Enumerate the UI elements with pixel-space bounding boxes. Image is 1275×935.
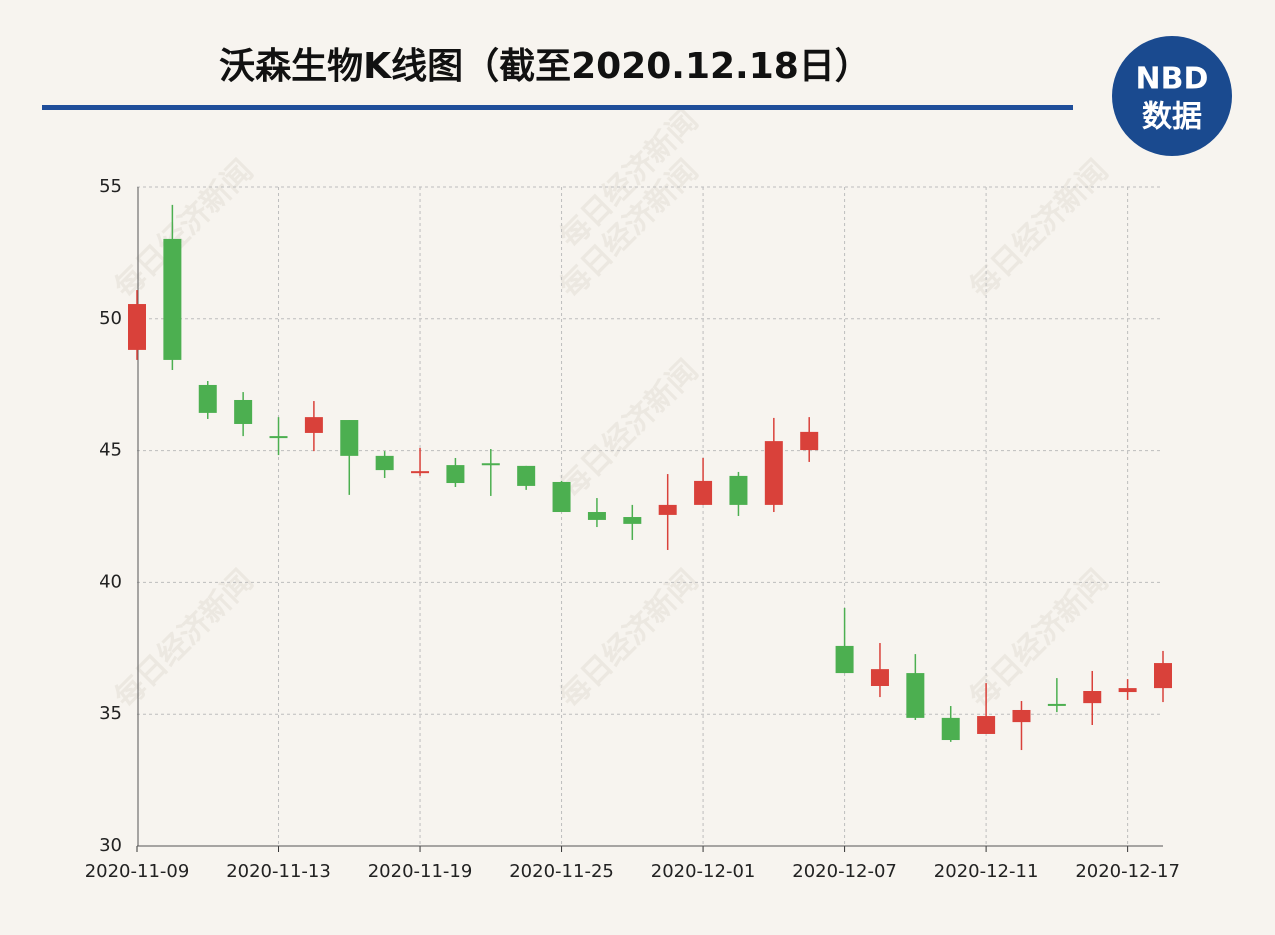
candle-body bbox=[340, 420, 359, 456]
x-tick-label: 2020-11-13 bbox=[226, 861, 331, 882]
candle-body bbox=[941, 717, 960, 741]
x-tick-label: 2020-11-19 bbox=[368, 861, 473, 882]
candle-body bbox=[552, 481, 571, 513]
logo bbox=[1112, 36, 1232, 156]
candle-body bbox=[1154, 663, 1172, 689]
candle-body bbox=[906, 673, 925, 718]
candle-body bbox=[729, 475, 748, 505]
y-tick-label: 45 bbox=[99, 440, 122, 461]
candle-body bbox=[835, 645, 854, 674]
candle-body bbox=[764, 441, 783, 505]
chart-title: 沃森生物K线图（截至2020.12.18日） bbox=[219, 46, 871, 87]
candle-body bbox=[977, 716, 996, 734]
candle-body bbox=[269, 436, 288, 439]
y-tick-label: 40 bbox=[99, 571, 122, 592]
candle-body bbox=[375, 455, 394, 471]
candle-body bbox=[1118, 688, 1137, 693]
x-tick-label: 2020-12-01 bbox=[651, 861, 756, 882]
candle-body bbox=[446, 465, 465, 484]
candle-body bbox=[128, 304, 146, 350]
x-tick-label: 2020-12-11 bbox=[934, 861, 1039, 882]
logo-bottom: 数据 bbox=[1142, 100, 1202, 135]
y-tick-label: 50 bbox=[99, 308, 122, 329]
y-tick-label: 55 bbox=[99, 176, 122, 197]
candle-body bbox=[623, 517, 642, 524]
title-rule bbox=[42, 105, 1073, 110]
candle-body bbox=[800, 431, 819, 451]
x-tick-label: 2020-12-07 bbox=[792, 861, 897, 882]
x-tick-label: 2020-12-17 bbox=[1075, 861, 1180, 882]
candle-body bbox=[517, 465, 536, 486]
candle-body bbox=[234, 399, 253, 424]
y-tick-label: 30 bbox=[99, 835, 122, 856]
candle-body bbox=[658, 504, 677, 515]
y-tick-label: 35 bbox=[99, 703, 122, 724]
candle-body bbox=[1047, 703, 1066, 706]
candle-body bbox=[304, 417, 323, 433]
candle-body bbox=[1012, 709, 1031, 723]
x-tick-label: 2020-11-09 bbox=[85, 861, 190, 882]
candle-body bbox=[481, 463, 500, 466]
candle-body bbox=[1083, 691, 1102, 704]
candle-body bbox=[411, 471, 430, 474]
candle-body bbox=[587, 512, 606, 520]
candle-body bbox=[163, 238, 182, 360]
logo-top: NBD bbox=[1136, 62, 1209, 97]
candle-body bbox=[870, 669, 889, 686]
x-tick-label: 2020-11-25 bbox=[509, 861, 614, 882]
plot: 30 35 40 45 50 55 2020-11-09 2020-11-13 2020-11-… bbox=[85, 176, 1180, 882]
candle-body bbox=[198, 384, 217, 413]
candle-body bbox=[694, 480, 713, 505]
